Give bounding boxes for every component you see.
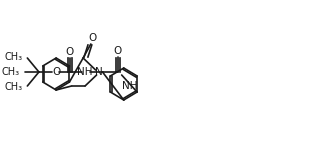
Text: CH₃: CH₃	[2, 67, 20, 77]
Text: N: N	[95, 67, 102, 77]
Text: NH: NH	[78, 67, 93, 77]
Text: O: O	[114, 46, 122, 56]
Text: O: O	[66, 47, 74, 57]
Text: CH₃: CH₃	[4, 52, 22, 62]
Text: O: O	[52, 67, 60, 77]
Text: NH: NH	[122, 81, 137, 91]
Text: O: O	[89, 33, 97, 43]
Text: CH₃: CH₃	[4, 82, 22, 92]
